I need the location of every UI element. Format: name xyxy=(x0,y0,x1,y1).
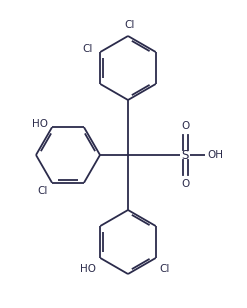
Text: Cl: Cl xyxy=(82,44,92,54)
Text: OH: OH xyxy=(207,150,223,160)
Text: HO: HO xyxy=(32,119,48,129)
Text: Cl: Cl xyxy=(160,264,170,274)
Text: Cl: Cl xyxy=(125,20,135,30)
Text: HO: HO xyxy=(80,264,96,274)
Text: Cl: Cl xyxy=(38,186,48,196)
Text: S: S xyxy=(181,148,189,161)
Text: O: O xyxy=(181,121,189,131)
Text: O: O xyxy=(181,179,189,189)
